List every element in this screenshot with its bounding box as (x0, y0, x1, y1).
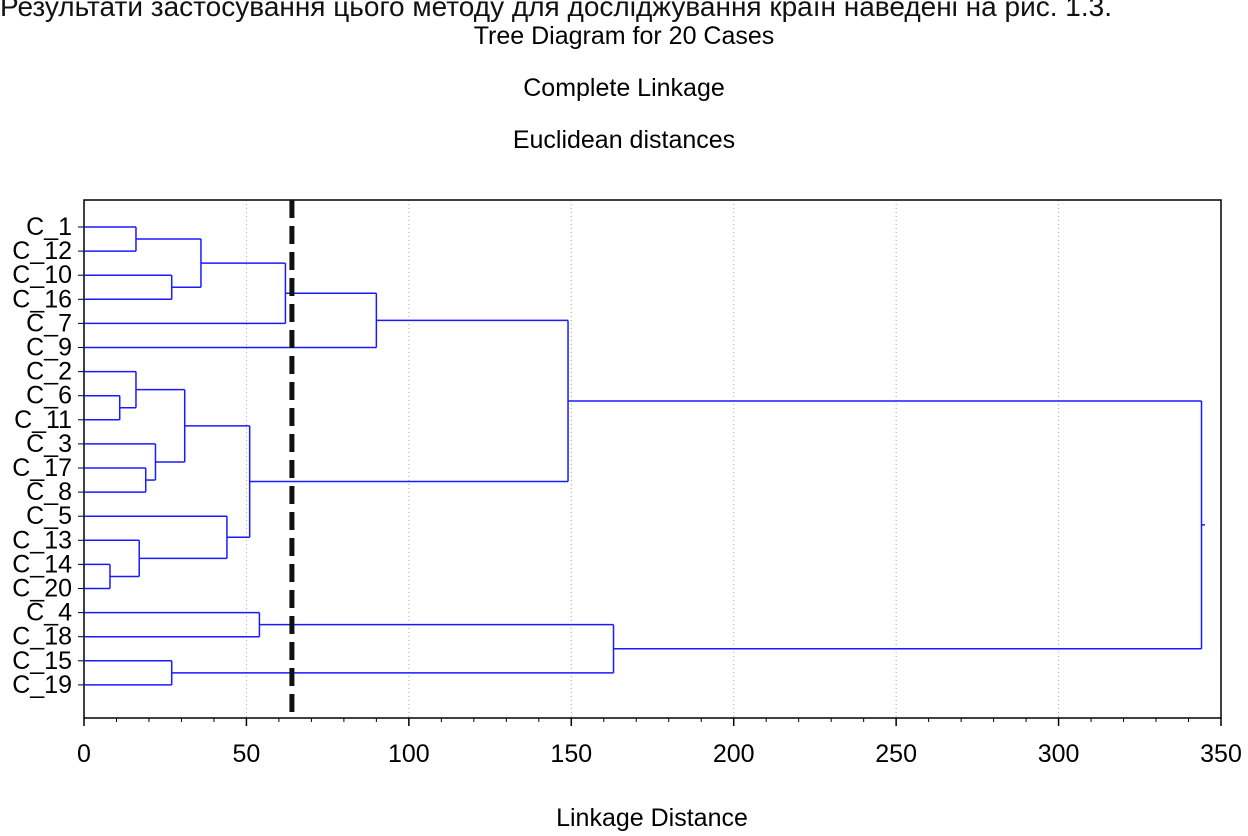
x-tick-label-350: 350 (1200, 740, 1242, 768)
dendrogram-links (84, 226, 1205, 686)
x-tick-label-100: 100 (388, 740, 430, 768)
leaf-label-C_6: C_6 (26, 382, 72, 410)
leaf-label-C_15: C_15 (12, 647, 72, 675)
plot-frame (83, 199, 1222, 719)
leaf-label-C_1: C_1 (26, 213, 72, 241)
x-tick-label-150: 150 (550, 740, 592, 768)
x-axis-label: Linkage Distance (556, 804, 748, 832)
leaf-label-C_9: C_9 (26, 334, 72, 362)
leaf-label-C_16: C_16 (12, 285, 72, 313)
leaf-label-C_17: C_17 (12, 454, 72, 482)
grid (245, 200, 1060, 718)
x-tick-label-200: 200 (713, 740, 755, 768)
leaf-label-C_18: C_18 (12, 623, 72, 651)
leaf-label-C_19: C_19 (12, 671, 72, 699)
leaf-label-C_12: C_12 (12, 237, 72, 265)
x-tick-label-0: 0 (77, 740, 91, 768)
chart-subtitle-linkage: Complete Linkage (523, 74, 725, 102)
chart-title: Tree Diagram for 20 Cases (474, 22, 775, 50)
x-tick-label-250: 250 (875, 740, 917, 768)
leaf-label-C_2: C_2 (26, 358, 72, 386)
leaf-label-C_8: C_8 (26, 478, 72, 506)
leaf-label-C_20: C_20 (12, 575, 72, 603)
leaf-labels: C_1C_12C_10C_16C_7C_9C_2C_6C_11C_3C_17C_… (12, 213, 72, 699)
x-tick-label-300: 300 (1038, 740, 1080, 768)
leaf-label-C_5: C_5 (26, 502, 72, 530)
leaf-label-C_14: C_14 (12, 550, 72, 578)
leaf-label-C_7: C_7 (26, 309, 72, 337)
x-tick-label-50: 50 (233, 740, 261, 768)
leaf-label-C_4: C_4 (26, 599, 72, 627)
leaf-label-C_13: C_13 (12, 526, 72, 554)
x-ticks: 0 50 100 150 200 250 300 350 (77, 718, 1242, 768)
leaf-label-C_3: C_3 (26, 430, 72, 458)
y-ticks (78, 226, 84, 686)
leaf-label-C_11: C_11 (14, 406, 72, 434)
leaf-label-C_10: C_10 (12, 261, 72, 289)
chart-subtitle-distance: Euclidean distances (513, 126, 735, 154)
cut-caption: Результати застосування цього методу для… (0, 0, 1112, 22)
